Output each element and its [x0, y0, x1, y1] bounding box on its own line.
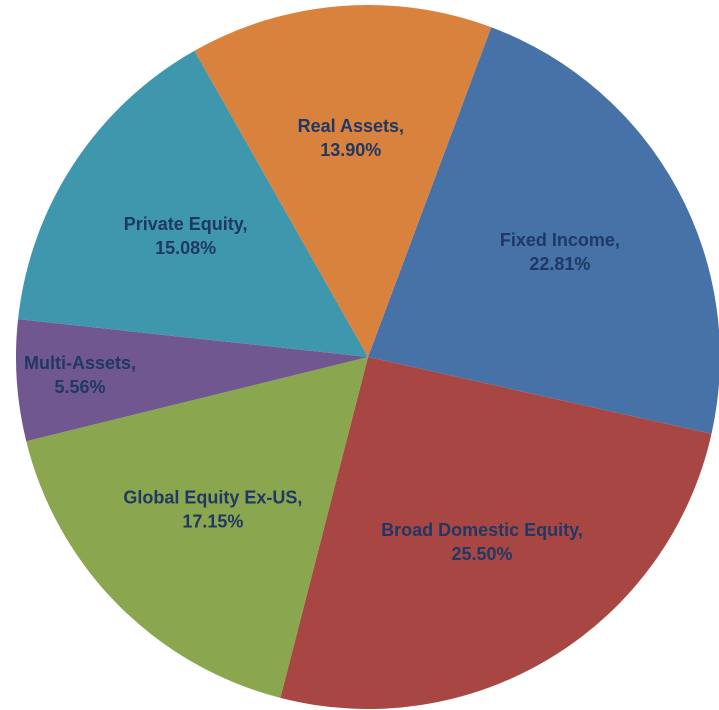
slice-value-label: 15.08% — [155, 238, 216, 258]
pie-slice — [15, 319, 368, 442]
slice-label: Private Equity, — [124, 214, 248, 234]
slice-label: Fixed Income, — [500, 230, 620, 250]
slice-value-label: 5.56% — [54, 377, 105, 397]
pie-slice — [194, 4, 492, 357]
pie-slice — [18, 50, 369, 357]
slice-value-label: 13.90% — [320, 140, 381, 160]
slice-value-label: 22.81% — [529, 254, 590, 274]
slice-value-label: 17.15% — [182, 511, 243, 531]
pie-slice — [368, 27, 719, 434]
slice-label: Broad Domestic Equity, — [381, 520, 583, 540]
slice-label: Real Assets, — [298, 116, 404, 136]
pie-slice — [280, 357, 712, 709]
pie-slice — [26, 357, 369, 698]
slice-value-label: 25.50% — [451, 544, 512, 564]
slice-label: Multi-Assets, — [24, 353, 136, 373]
slice-label: Global Equity Ex-US, — [123, 487, 302, 507]
